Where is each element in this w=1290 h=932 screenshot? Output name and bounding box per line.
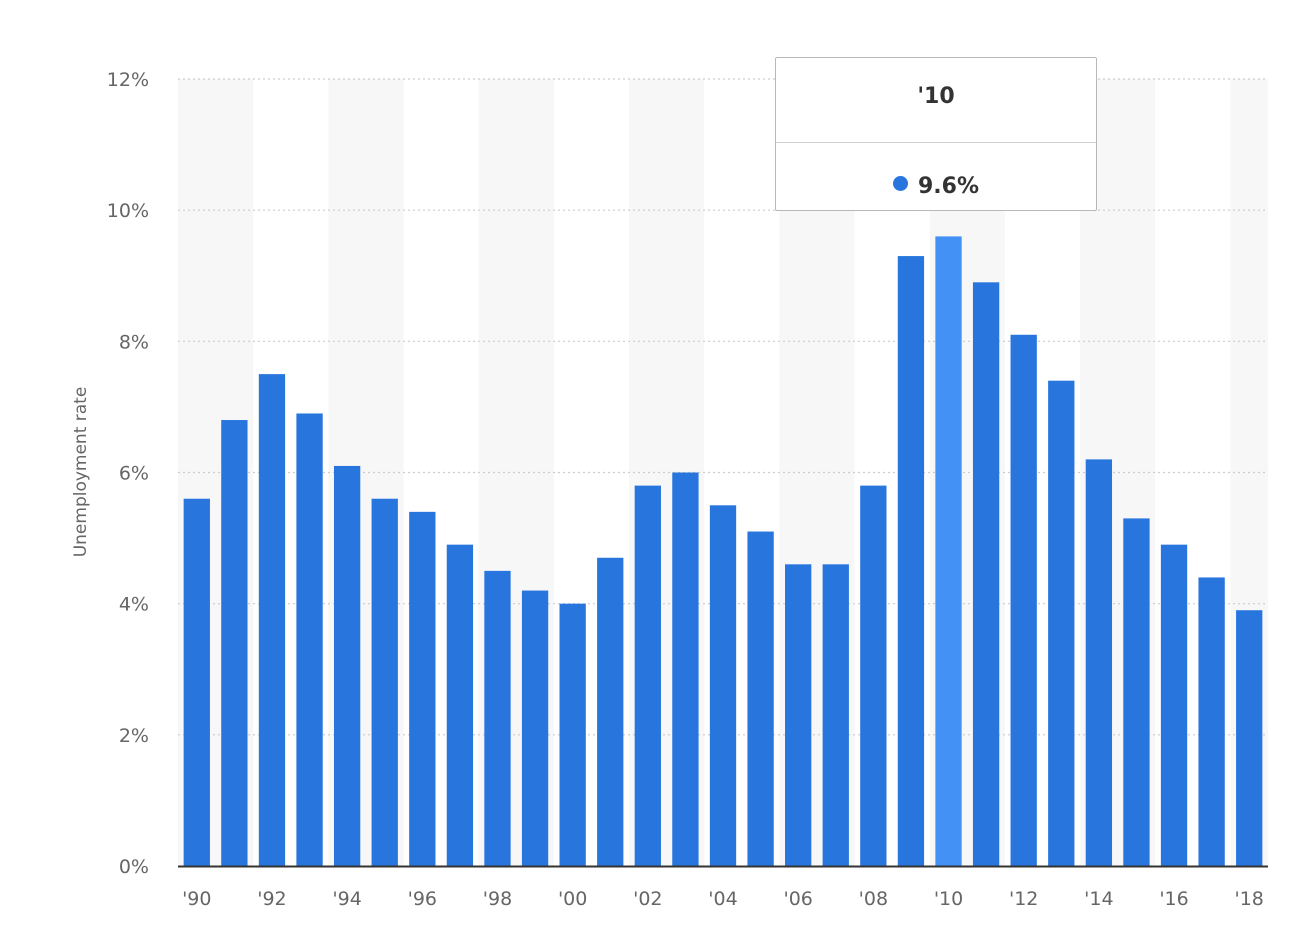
series-dot-icon xyxy=(892,176,908,191)
bar-05[interactable] xyxy=(747,531,774,866)
bar-93[interactable] xyxy=(296,413,323,866)
y-axis-ticks: 0% 2% 4% 6% 8% 10% 12% xyxy=(107,69,149,878)
y-tick-label: 6% xyxy=(119,463,149,485)
x-tick-label: '02 xyxy=(633,888,662,910)
x-axis-ticks: '90 '92 '94 '96 '98 '00 '02 '04 '06 '08 '10 '12 '14 '… xyxy=(182,888,1264,910)
y-tick-label: 4% xyxy=(119,594,149,616)
x-tick-label: '00 xyxy=(558,888,587,910)
bars xyxy=(183,236,1263,867)
bar-09[interactable] xyxy=(897,256,925,866)
x-tick-label: '16 xyxy=(1159,888,1188,910)
bar-95[interactable] xyxy=(371,498,398,866)
x-tick-label: '98 xyxy=(483,888,512,910)
x-tick-label: '08 xyxy=(859,888,888,910)
bar-17[interactable] xyxy=(1198,577,1225,866)
bar-92[interactable] xyxy=(258,374,286,866)
bar-18[interactable] xyxy=(1236,610,1263,866)
y-tick-label: 12% xyxy=(107,69,149,91)
tooltip-title: '10 xyxy=(917,84,955,109)
x-tick-label: '96 xyxy=(408,888,437,910)
bar-01[interactable] xyxy=(597,557,624,866)
tooltip-divider xyxy=(776,142,1096,143)
y-tick-label: 10% xyxy=(107,200,149,222)
bar-00[interactable] xyxy=(559,603,586,866)
y-axis-title: Unemployment rate xyxy=(71,387,91,558)
bar-94[interactable] xyxy=(333,465,361,866)
bar-08[interactable] xyxy=(860,485,887,866)
bar-06[interactable] xyxy=(785,564,812,866)
x-tick-label: '18 xyxy=(1235,888,1264,910)
y-tick-label: 0% xyxy=(119,856,149,878)
bar-91[interactable] xyxy=(221,420,248,866)
x-tick-label: '14 xyxy=(1084,888,1113,910)
bar-10[interactable] xyxy=(935,236,962,866)
bar-16[interactable] xyxy=(1160,544,1188,866)
tooltip: '10 9.6% xyxy=(775,57,1097,211)
bar-96[interactable] xyxy=(409,511,436,866)
bar-12[interactable] xyxy=(1010,334,1037,866)
x-tick-label: '04 xyxy=(708,888,737,910)
x-tick-label: '10 xyxy=(934,888,963,910)
x-tick-label: '06 xyxy=(783,888,812,910)
bar-14[interactable] xyxy=(1085,459,1113,866)
x-tick-label: '92 xyxy=(257,888,286,910)
bar-97[interactable] xyxy=(446,544,474,866)
bar-02[interactable] xyxy=(634,485,661,866)
bar-07[interactable] xyxy=(822,564,849,866)
y-tick-label: 8% xyxy=(119,331,149,353)
bar-15[interactable] xyxy=(1123,518,1150,866)
tooltip-value-row: 9.6% xyxy=(776,174,1096,199)
bar-99[interactable] xyxy=(521,590,549,866)
bar-04[interactable] xyxy=(709,505,737,866)
y-tick-label: 2% xyxy=(119,725,149,747)
bar-11[interactable] xyxy=(972,282,1000,866)
bar-98[interactable] xyxy=(484,570,511,866)
bar-90[interactable] xyxy=(183,498,210,866)
tooltip-value: 9.6% xyxy=(917,174,979,199)
x-tick-label: '90 xyxy=(182,888,211,910)
x-tick-label: '94 xyxy=(332,888,361,910)
x-tick-label: '12 xyxy=(1009,888,1038,910)
bar-03[interactable] xyxy=(672,472,699,867)
bar-13[interactable] xyxy=(1048,380,1075,866)
